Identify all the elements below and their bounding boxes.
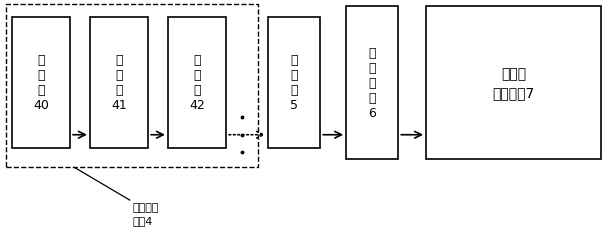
Text: 振
荡
器
40: 振 荡 器 40 xyxy=(33,54,49,112)
Text: 展
宽
器
41: 展 宽 器 41 xyxy=(111,54,127,112)
Bar xyxy=(268,18,320,148)
Bar xyxy=(346,7,399,159)
Text: 气
体
靶
室
6: 气 体 靶 室 6 xyxy=(368,47,376,120)
Text: 压
缩
器
5: 压 缩 器 5 xyxy=(290,54,298,112)
Text: 电子束
监测单元7: 电子束 监测单元7 xyxy=(492,66,535,100)
Bar xyxy=(426,7,601,159)
Bar xyxy=(12,18,70,148)
Bar xyxy=(6,5,257,167)
Text: 激光系统
单元4: 激光系统 单元4 xyxy=(133,202,160,226)
Text: 放
大
器
42: 放 大 器 42 xyxy=(189,54,205,112)
Bar xyxy=(168,18,226,148)
Bar xyxy=(90,18,148,148)
